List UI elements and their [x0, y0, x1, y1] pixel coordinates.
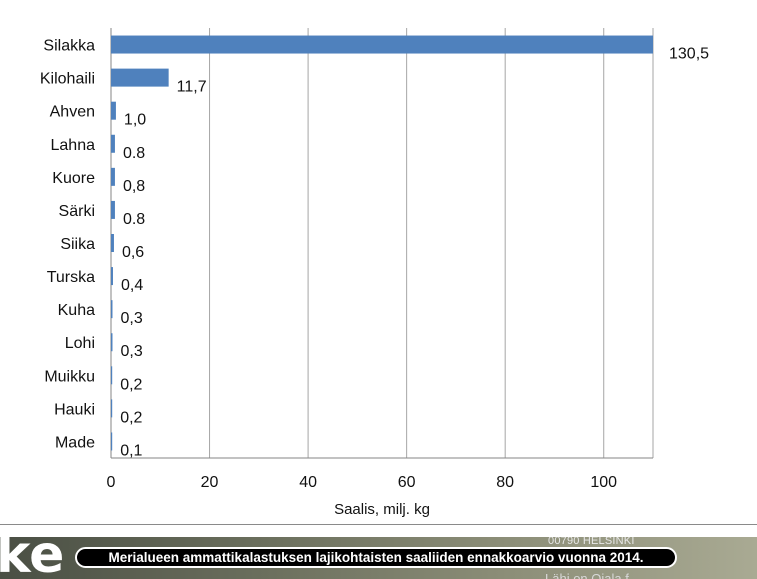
chart-caption: Merialueen ammattikalastuksen lajikohtai…	[75, 547, 677, 568]
category-label: Silakka	[43, 38, 95, 55]
bar	[111, 35, 653, 54]
bar	[111, 399, 113, 418]
bar	[111, 200, 115, 219]
x-tick-label: 80	[496, 474, 514, 491]
logo-fragment: ke	[0, 537, 65, 579]
category-label: Kuha	[58, 302, 95, 319]
category-label: Lohi	[65, 335, 95, 352]
bars	[111, 35, 653, 451]
bar	[111, 333, 113, 352]
data-label: 0,3	[120, 310, 142, 327]
data-label: 0.8	[123, 211, 145, 228]
data-label: 0,1	[120, 442, 142, 459]
bar	[111, 68, 169, 87]
bar	[111, 366, 113, 385]
x-tick-label: 60	[398, 474, 416, 491]
divider-line	[0, 524, 757, 525]
data-label: 1,0	[124, 112, 146, 129]
x-tick-label: 40	[299, 474, 317, 491]
x-tick-labels: 0 20 40 60 80 100	[107, 474, 618, 491]
category-label: Turska	[47, 269, 95, 286]
category-label: Siika	[60, 236, 95, 253]
category-label: Särki	[59, 203, 95, 220]
category-label: Lahna	[51, 137, 96, 154]
data-label: 0,2	[120, 409, 142, 426]
category-label: Kilohaili	[40, 71, 95, 88]
value-labels: 130,5 11,7 1,0 0.8 0,8 0.8 0,6 0,4 0,3 0,3 0,2 0,2 0…	[120, 46, 709, 460]
x-axis-title: Saalis, milj. kg	[334, 501, 430, 518]
category-label: Made	[55, 434, 95, 451]
bar	[111, 267, 113, 286]
category-label: Hauki	[54, 401, 95, 418]
data-label: 0,2	[120, 376, 142, 393]
category-label: Muikku	[44, 368, 95, 385]
faint-background-text: Lähi on Ojala f	[545, 571, 629, 579]
x-tick-label: 100	[590, 474, 617, 491]
bar	[111, 101, 116, 120]
address-fragment: 00790 HELSINKI	[548, 537, 635, 547]
data-label: 0.8	[123, 145, 145, 162]
bar	[111, 432, 113, 451]
bar	[111, 234, 114, 252]
data-label: 11,7	[177, 79, 207, 96]
bar	[111, 167, 115, 186]
data-label: 0,8	[123, 178, 145, 195]
category-label: Kuore	[52, 170, 95, 187]
x-tick-label: 20	[201, 474, 219, 491]
x-tick-label: 0	[107, 474, 116, 491]
bar	[111, 300, 113, 319]
category-labels: Silakka Kilohaili Ahven Lahna Kuore Särki Siik…	[40, 38, 95, 452]
bar-chart: Silakka Kilohaili Ahven Lahna Kuore Särki Siik…	[40, 28, 709, 518]
bar	[111, 134, 115, 153]
gridlines	[209, 28, 654, 458]
data-label: 0,3	[120, 343, 142, 360]
data-label: 0,4	[121, 277, 143, 294]
data-label: 130,5	[669, 46, 709, 63]
category-label: Ahven	[50, 104, 95, 121]
data-label: 0,6	[122, 244, 144, 261]
